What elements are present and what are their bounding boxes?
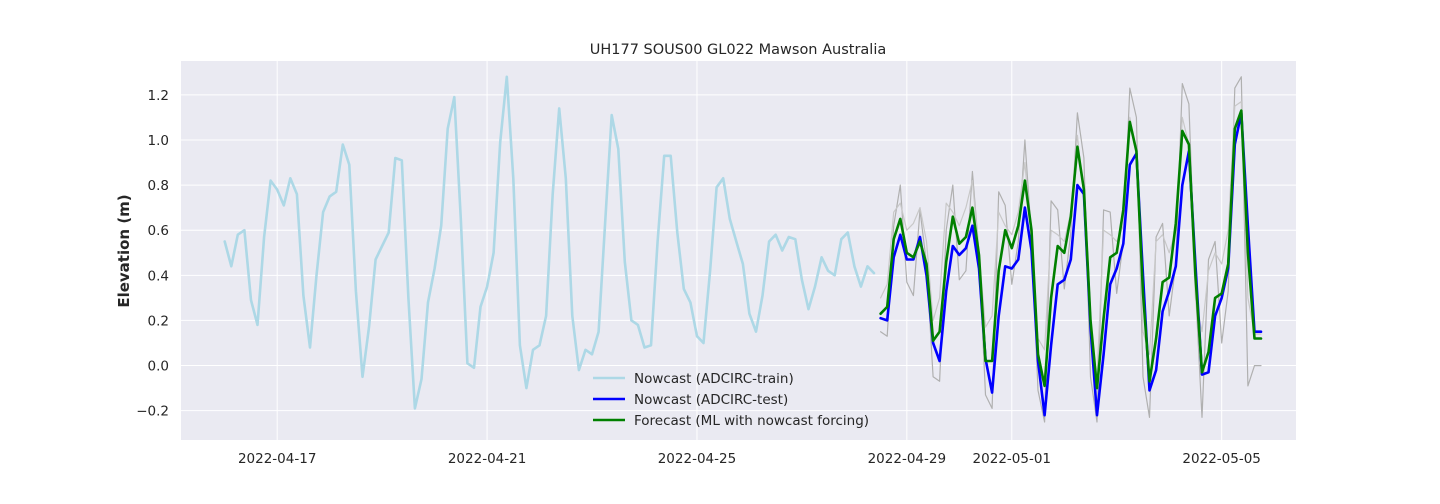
x-tick-label: 2022-04-17 <box>238 451 316 467</box>
y-tick-label: 0.0 <box>148 359 169 375</box>
x-tick-label: 2022-04-25 <box>658 451 736 467</box>
legend-label: Nowcast (ADCIRC-train) <box>634 371 794 387</box>
x-tick-label: 2022-04-21 <box>448 451 526 467</box>
x-tick-labels: 2022-04-17 2022-04-21 2022-04-25 2022-04-29… <box>238 451 1261 467</box>
x-tick-label: 2022-05-05 <box>1182 451 1260 467</box>
x-tick-label: 2022-04-29 <box>868 451 946 467</box>
legend-label: Nowcast (ADCIRC-test) <box>634 392 788 408</box>
grid-lines <box>181 61 1296 440</box>
y-tick-label: 1.2 <box>148 88 169 104</box>
x-tick-label: 2022-05-01 <box>973 451 1051 467</box>
series-lines <box>223 75 1263 423</box>
y-tick-label: 0.8 <box>148 178 169 194</box>
legend: Nowcast (ADCIRC-train) Nowcast (ADCIRC-te… <box>593 371 869 429</box>
chart-title: UH177 SOUS00 GL022 Mawson Australia <box>590 42 887 58</box>
y-tick-label: −0.2 <box>136 404 169 420</box>
y-tick-label: 1.0 <box>148 133 169 149</box>
y-axis-label: Elevation (m) <box>115 194 133 307</box>
y-tick-label: 0.4 <box>148 268 169 284</box>
series-line-2 <box>223 75 876 410</box>
legend-label: Forecast (ML with nowcast forcing) <box>634 413 869 429</box>
y-tick-labels: −0.2 0.0 0.2 0.4 0.6 0.8 1.0 1.2 <box>136 88 169 420</box>
y-tick-label: 0.6 <box>148 223 169 239</box>
y-tick-label: 0.2 <box>148 313 169 329</box>
series-line-4 <box>879 109 1263 390</box>
